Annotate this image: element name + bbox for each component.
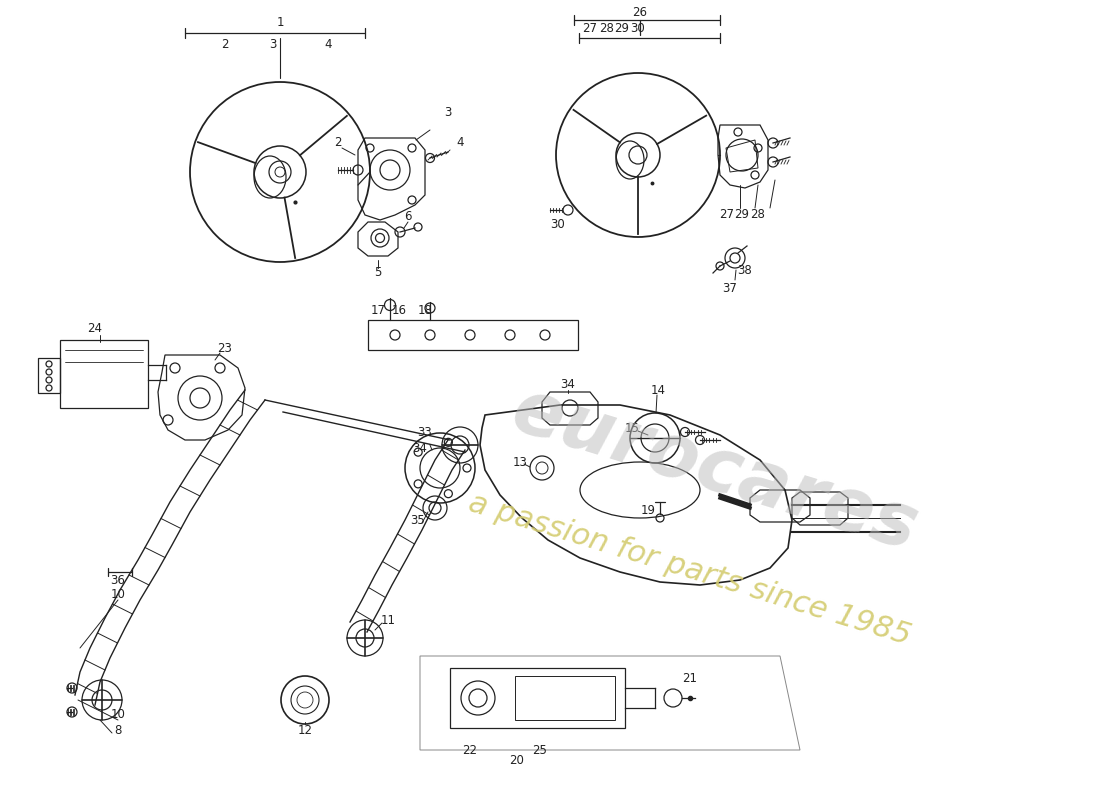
Text: 17: 17 bbox=[371, 303, 385, 317]
Text: 16: 16 bbox=[392, 303, 407, 317]
Text: 23: 23 bbox=[218, 342, 232, 354]
Text: 3: 3 bbox=[444, 106, 452, 118]
Text: 24: 24 bbox=[88, 322, 102, 334]
Text: 37: 37 bbox=[723, 282, 737, 294]
Text: 27: 27 bbox=[719, 209, 735, 222]
Text: 1: 1 bbox=[276, 15, 284, 29]
Text: 3: 3 bbox=[270, 38, 277, 50]
Text: 15: 15 bbox=[625, 422, 639, 434]
Text: 30: 30 bbox=[551, 218, 565, 231]
Text: 19: 19 bbox=[640, 503, 656, 517]
Text: 28: 28 bbox=[750, 209, 766, 222]
Text: 26: 26 bbox=[632, 6, 648, 18]
Text: 4: 4 bbox=[324, 38, 332, 50]
Text: 10: 10 bbox=[111, 589, 125, 602]
Text: 29: 29 bbox=[615, 22, 629, 35]
Text: 34: 34 bbox=[561, 378, 575, 391]
Text: eurocares: eurocares bbox=[504, 374, 926, 566]
Text: 38: 38 bbox=[738, 263, 752, 277]
Text: 25: 25 bbox=[532, 743, 548, 757]
Text: 5: 5 bbox=[374, 266, 382, 278]
Text: 36: 36 bbox=[111, 574, 125, 586]
Text: 2: 2 bbox=[334, 135, 342, 149]
Text: 4: 4 bbox=[456, 135, 464, 149]
Text: 11: 11 bbox=[381, 614, 396, 626]
Text: 12: 12 bbox=[297, 723, 312, 737]
Text: 22: 22 bbox=[462, 743, 477, 757]
Text: 34: 34 bbox=[412, 442, 428, 454]
Text: 33: 33 bbox=[418, 426, 432, 438]
Text: 21: 21 bbox=[682, 671, 697, 685]
Text: 30: 30 bbox=[630, 22, 646, 35]
Text: 6: 6 bbox=[405, 210, 411, 223]
Text: 27: 27 bbox=[583, 22, 597, 35]
Text: 13: 13 bbox=[513, 455, 527, 469]
Text: 29: 29 bbox=[735, 209, 749, 222]
Text: 14: 14 bbox=[650, 383, 666, 397]
Text: 10: 10 bbox=[111, 709, 125, 722]
Text: 18: 18 bbox=[418, 303, 432, 317]
Text: 2: 2 bbox=[221, 38, 229, 50]
Text: 8: 8 bbox=[114, 723, 122, 737]
Text: 35: 35 bbox=[410, 514, 426, 526]
Text: a passion for parts since 1985: a passion for parts since 1985 bbox=[465, 489, 915, 651]
Text: 28: 28 bbox=[600, 22, 615, 35]
Text: 20: 20 bbox=[509, 754, 525, 766]
